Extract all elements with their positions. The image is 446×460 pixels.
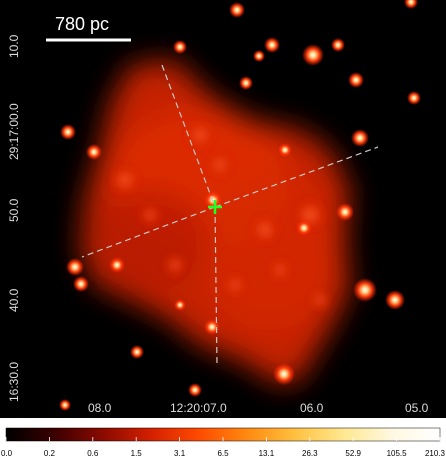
dashed-line-nw [161, 64, 216, 208]
colorbar-tick-label: 1.5 [131, 449, 143, 458]
ra-tick-label: 08.0 [88, 401, 112, 415]
center-cross-marker [208, 200, 222, 214]
ra-tick-label: 12:20:07.0 [170, 401, 227, 415]
colorbar-tick-label: 0.0 [1, 449, 13, 458]
dec-tick-label: 16:30.0 [7, 362, 21, 402]
colorbar-tick-label: 52.9 [345, 449, 361, 458]
dec-axis-labels: 10.0 29:17:00.0 50.0 40.0 16:30.0 [7, 34, 21, 402]
ra-tick-label: 06.0 [300, 401, 324, 415]
colorbar-tick-label: 210.3 [425, 449, 446, 458]
colorbar-tick-label: 105.5 [387, 449, 408, 458]
dec-tick-label: 29:17:00.0 [7, 103, 21, 160]
dec-tick-label: 10.0 [7, 34, 21, 58]
dec-tick-label: 40.0 [7, 288, 21, 312]
dashed-line-s [214, 206, 218, 366]
colorbar: 0.0 0.2 0.6 1.5 3.1 6.5 13.1 26.3 52.9 105.5 210.3 [1, 427, 446, 458]
colorbar-tick-label: 0.6 [87, 449, 99, 458]
colorbar-tick-label: 13.1 [259, 449, 275, 458]
point-sources [59, 0, 421, 411]
dec-tick-label: 50.0 [7, 198, 21, 222]
colorbar-tick-label: 3.1 [174, 449, 186, 458]
dashed-line-ne [214, 146, 379, 208]
dashed-line-sw [81, 206, 216, 258]
colorbar-tick-label: 0.2 [44, 449, 56, 458]
colorbar-tick-label: 26.3 [302, 449, 318, 458]
colorbar-tick-label: 6.5 [217, 449, 229, 458]
colorbar-ticks: 0.0 0.2 0.6 1.5 3.1 6.5 13.1 26.3 52.9 105.5 210.3 [1, 437, 446, 458]
dashed-axes [81, 64, 379, 366]
ra-tick-label: 05.0 [405, 401, 429, 415]
ra-axis-labels: 08.0 12:20:07.0 06.0 05.0 [88, 401, 429, 415]
scale-bar: 780 pc [46, 14, 131, 42]
scale-bar-label: 780 pc [55, 14, 109, 34]
